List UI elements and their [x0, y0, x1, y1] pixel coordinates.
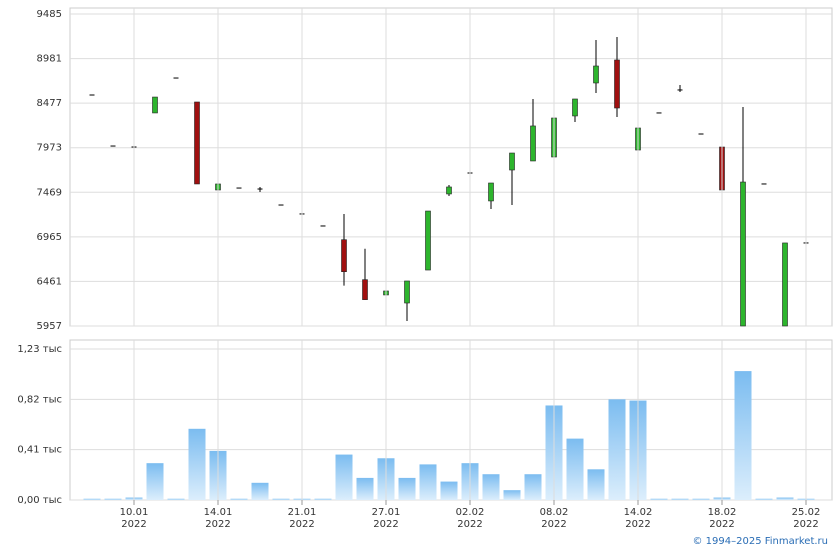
x-tick-label: 21.01 2022: [287, 507, 317, 530]
candle-body: [593, 65, 599, 84]
footer: © 1994–2025 Finmarket.ru: [692, 536, 828, 547]
candle-body: [425, 210, 431, 271]
y-tick-label: 6461: [37, 276, 62, 287]
x-tick-label: 10.01 2022: [119, 507, 149, 530]
volume-bar: [755, 498, 773, 500]
volume-bar: [104, 498, 122, 500]
volume-bar: [440, 481, 458, 500]
candle-body: [446, 186, 452, 195]
y-tick-label: 8981: [37, 54, 62, 65]
volume-bar: [335, 454, 353, 500]
candle-body: [572, 98, 578, 117]
x-tick-label: 02.02 2022: [455, 507, 485, 530]
volume-bar: [566, 438, 584, 500]
y-tick-label: 7973: [37, 143, 62, 154]
candle-body: [110, 145, 116, 147]
candle-body: [488, 182, 494, 202]
y-tick-label: 5957: [37, 321, 62, 332]
volume-bar: [650, 498, 668, 500]
candle-body: [341, 239, 347, 273]
candle-body: [194, 101, 200, 185]
candle-body: [257, 188, 263, 190]
y-tick-label: 8477: [37, 98, 62, 109]
candle-body: [236, 187, 242, 189]
x-tick-label: 27.01 2022: [371, 507, 401, 530]
y-tick-label: 0,00 тыс: [17, 495, 62, 506]
volume-bar: [419, 464, 437, 500]
candle-body: [740, 181, 746, 327]
volume-bar: [671, 498, 689, 500]
volume-bar: [314, 498, 332, 500]
volume-bar: [356, 477, 374, 500]
volume-bar: [608, 399, 626, 500]
volume-bar: [776, 497, 794, 500]
volume-bar: [230, 498, 248, 500]
candle-body: [614, 59, 620, 109]
candle-body: [761, 183, 767, 185]
volume-frame: [69, 339, 833, 501]
candle-body: [677, 89, 683, 91]
x-tick-label: 08.02 2022: [539, 507, 569, 530]
volume-bar: [587, 469, 605, 500]
candle-body: [782, 242, 788, 327]
volume-bar: [482, 474, 500, 500]
candle-body: [698, 133, 704, 135]
volume-bar: [398, 477, 416, 500]
x-tick-label: 25.02 2022: [791, 507, 821, 530]
x-tick-label: 14.02 2022: [623, 507, 653, 530]
volume-bar: [146, 463, 164, 500]
volume-bar: [188, 428, 206, 500]
x-tick-label: 18.02 2022: [707, 507, 737, 530]
y-tick-label: 6965: [37, 232, 62, 243]
candle-body: [404, 280, 410, 304]
volume-bar: [524, 474, 542, 500]
candle-body: [278, 204, 284, 206]
candle-body: [509, 152, 515, 171]
y-tick-label: 1,23 тыс: [17, 344, 62, 355]
candle-body: [152, 96, 158, 114]
volume-bar: [272, 498, 290, 500]
y-tick-label: 0,41 тыс: [17, 445, 62, 456]
volume-bar: [692, 498, 710, 500]
candle-body: [656, 112, 662, 114]
volume-bar: [251, 482, 269, 500]
candle-body: [362, 279, 368, 300]
volume-bar: [503, 490, 521, 500]
candle-body: [320, 225, 326, 227]
candle-body: [173, 77, 179, 79]
y-tick-label: 7469: [37, 187, 62, 198]
y-tick-label: 0,82 тыс: [17, 394, 62, 405]
y-tick-label: 9485: [37, 9, 62, 20]
x-tick-label: 14.01 2022: [203, 507, 233, 530]
volume-bar: [83, 498, 101, 500]
candle-body: [89, 94, 95, 96]
volume-bar: [734, 371, 752, 500]
candle-body: [530, 125, 536, 162]
price-frame: [69, 7, 833, 327]
volume-bar: [167, 498, 185, 500]
